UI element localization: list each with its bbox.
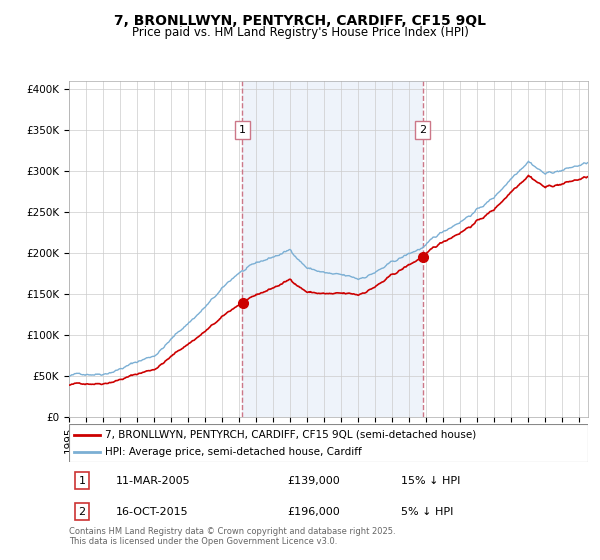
Text: 2: 2 (419, 125, 427, 136)
Text: HPI: Average price, semi-detached house, Cardiff: HPI: Average price, semi-detached house,… (106, 447, 362, 458)
Text: Contains HM Land Registry data © Crown copyright and database right 2025.
This d: Contains HM Land Registry data © Crown c… (69, 526, 395, 546)
Text: 16-OCT-2015: 16-OCT-2015 (116, 507, 188, 517)
Text: 11-MAR-2005: 11-MAR-2005 (116, 475, 190, 486)
Text: 15% ↓ HPI: 15% ↓ HPI (401, 475, 461, 486)
Text: £139,000: £139,000 (287, 475, 340, 486)
Bar (242, 81, 423, 417)
Text: 1: 1 (79, 475, 85, 486)
Text: Price paid vs. HM Land Registry's House Price Index (HPI): Price paid vs. HM Land Registry's House … (131, 26, 469, 39)
Text: 5% ↓ HPI: 5% ↓ HPI (401, 507, 454, 517)
Text: 7, BRONLLWYN, PENTYRCH, CARDIFF, CF15 9QL (semi-detached house): 7, BRONLLWYN, PENTYRCH, CARDIFF, CF15 9Q… (106, 430, 476, 440)
Text: 2: 2 (79, 507, 86, 517)
Text: 7, BRONLLWYN, PENTYRCH, CARDIFF, CF15 9QL: 7, BRONLLWYN, PENTYRCH, CARDIFF, CF15 9Q… (114, 14, 486, 28)
Text: £196,000: £196,000 (287, 507, 340, 517)
Text: 1: 1 (239, 125, 246, 136)
